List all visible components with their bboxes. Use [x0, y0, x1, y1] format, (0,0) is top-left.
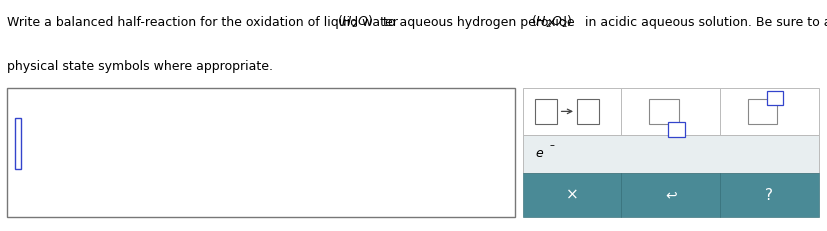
Bar: [748, 99, 777, 124]
Bar: [621, 88, 720, 135]
Text: $(H_2O)$: $(H_2O)$: [337, 14, 373, 30]
Text: ×: ×: [566, 188, 578, 203]
Bar: [15, 118, 21, 169]
Bar: [649, 99, 679, 124]
Bar: [534, 99, 557, 124]
Bar: [523, 135, 819, 173]
Bar: [720, 88, 819, 135]
Text: Write a balanced half-reaction for the oxidation of liquid water: Write a balanced half-reaction for the o…: [7, 16, 401, 29]
Bar: [720, 173, 819, 217]
Text: $e$: $e$: [535, 147, 544, 160]
Bar: [523, 173, 621, 217]
Bar: [668, 122, 685, 137]
Bar: [523, 88, 621, 135]
Bar: [7, 88, 515, 217]
Text: –: –: [550, 140, 555, 150]
Text: $(H_2O_2)$: $(H_2O_2)$: [531, 14, 573, 30]
Bar: [767, 91, 783, 105]
Text: physical state symbols where appropriate.: physical state symbols where appropriate…: [7, 60, 273, 73]
Bar: [577, 99, 599, 124]
Bar: [621, 173, 720, 217]
Text: ?: ?: [765, 188, 773, 203]
Text: in acidic aqueous solution. Be sure to add: in acidic aqueous solution. Be sure to a…: [581, 16, 827, 29]
Text: ↩: ↩: [665, 188, 676, 202]
Text: to aqueous hydrogen peroxide: to aqueous hydrogen peroxide: [379, 16, 578, 29]
